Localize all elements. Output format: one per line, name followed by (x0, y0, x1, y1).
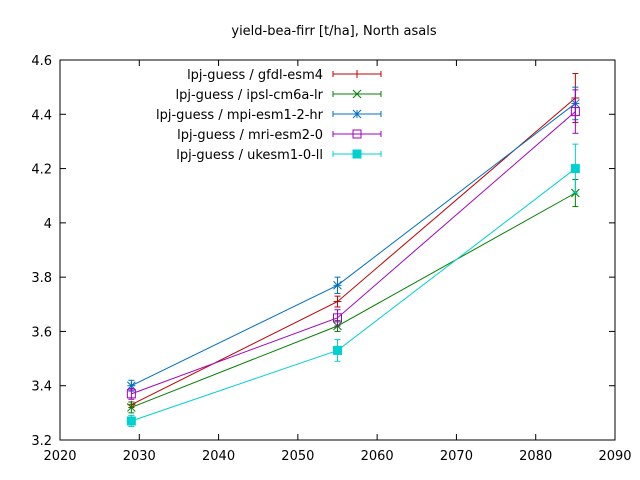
legend-item: lpj-guess / gfdl-esm4 (187, 68, 382, 83)
y-tick-label: 3.6 (31, 325, 52, 340)
data-point (352, 109, 362, 119)
data-point (127, 403, 136, 412)
error-bar (572, 89, 579, 134)
plot-frame (59, 59, 616, 441)
legend-item: lpj-guess / ukesm1-0-ll (176, 148, 382, 163)
y-tick-label: 4 (44, 217, 52, 232)
legend-label: lpj-guess / mpi-esm1-2-hr (156, 108, 324, 123)
legend-label: lpj-guess / mri-esm2-0 (177, 128, 323, 143)
data-point (333, 345, 342, 355)
data-point (333, 280, 342, 290)
series-1 (127, 73, 580, 409)
series-line (131, 103, 576, 387)
data-point (352, 89, 362, 99)
series-line (131, 168, 576, 422)
x-tick-label: 2050 (281, 449, 314, 464)
x-tick-label: 2060 (361, 449, 394, 464)
x-tick-label: 2030 (123, 449, 156, 464)
x-tick-label: 2020 (43, 449, 76, 464)
series-layer (126, 73, 580, 427)
x-tick-label: 2090 (598, 449, 631, 464)
series-5 (126, 143, 580, 427)
y-tick-label: 4.4 (31, 108, 52, 123)
y-tick-label: 3.4 (31, 380, 52, 395)
series-line (131, 192, 576, 408)
x-tick-label: 2040 (202, 449, 235, 464)
data-point (570, 164, 580, 174)
series-line (131, 97, 576, 406)
chart-title: yield-bea-firr [t/ha], North asals (231, 24, 436, 39)
y-tick-label: 4.6 (31, 54, 52, 69)
x-tick-label: 2070 (440, 449, 473, 464)
series-2 (127, 178, 580, 414)
data-point (352, 129, 362, 139)
legend-item: lpj-guess / ipsl-cm6a-lr (176, 88, 382, 103)
error-bar (334, 309, 341, 327)
series-4 (126, 89, 580, 400)
legend-label: lpj-guess / gfdl-esm4 (187, 68, 323, 83)
legend-item: lpj-guess / mri-esm2-0 (177, 128, 382, 143)
data-point (126, 416, 136, 426)
data-point (333, 313, 342, 323)
legend-label: lpj-guess / ukesm1-0-ll (176, 148, 323, 163)
axes: 2020 2030 2040 2050 2060 2070 2080 2090 3.2 3.4 3.… (31, 54, 631, 464)
data-point (353, 70, 361, 78)
data-point (352, 149, 362, 159)
data-point (333, 297, 342, 306)
data-point (126, 389, 136, 399)
data-point (570, 107, 580, 117)
legend: lpj-guess / gfdl-esm4 lpj-guess / ipsl-cm… (156, 68, 382, 163)
y-tick-label: 4.2 (31, 163, 52, 178)
y-tick-label: 3.2 (31, 434, 52, 449)
legend-label: lpj-guess / ipsl-cm6a-lr (176, 88, 324, 103)
x-tick-label: 2080 (519, 449, 552, 464)
y-tick-label: 3.8 (31, 271, 52, 286)
legend-item: lpj-guess / mpi-esm1-2-hr (156, 108, 382, 123)
